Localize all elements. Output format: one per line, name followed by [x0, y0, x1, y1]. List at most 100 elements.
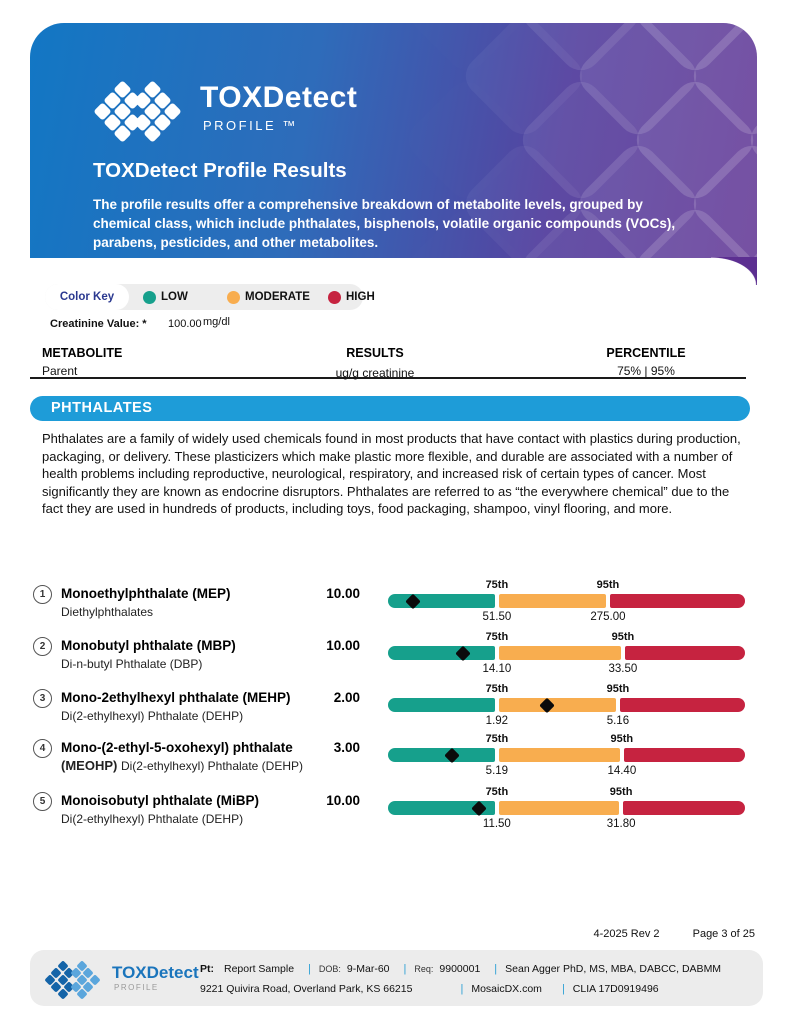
p75-value: 11.50: [482, 818, 511, 830]
metabolite-name: Mono-2ethylhexyl phthalate (MEHP): [61, 690, 291, 705]
high-segment: [623, 801, 745, 815]
p95-label: 95th: [596, 579, 620, 591]
separator: |: [403, 963, 407, 975]
p95-value: 5.16: [606, 715, 630, 727]
result-value: 2.00: [333, 690, 360, 705]
row-number-badge: 4: [33, 739, 52, 758]
lab-address: 9221 Quivira Road, Overland Park, KS 662…: [200, 983, 413, 995]
bar-track: [388, 646, 745, 660]
footer-brand-text: TOXDetect: [112, 963, 199, 982]
p75-value: 14.10: [482, 663, 512, 675]
toxdetect-logo: TOXDetect PROFILE ™: [93, 80, 426, 151]
p75-label: 75th: [485, 733, 509, 745]
page-info: 4-2025 Rev 2 Page 3 of 25: [0, 928, 756, 940]
key-label-high: HIGH: [346, 291, 375, 303]
row-number-badge: 1: [33, 585, 52, 604]
metabolite-parent: (MEOHP) Di(2-ethylhexyl) Phthalate (DEHP…: [61, 758, 381, 773]
p95-label: 95th: [609, 786, 633, 798]
p95-value: 31.80: [606, 818, 636, 830]
logo-diamonds-icon: [93, 80, 192, 145]
col-sub-parent: Parent: [42, 364, 78, 378]
dob-label: DOB:: [318, 964, 341, 974]
bar-track: [388, 801, 745, 815]
high-segment: [623, 748, 745, 762]
creatinine-value: 100.00: [168, 318, 202, 330]
percentile-bar: 75th 95th 1.92 5.16: [388, 682, 745, 732]
result-value: 10.00: [326, 638, 360, 653]
moderate-segment: [498, 801, 620, 815]
metabolite-row: 3 Mono-2ethylhexyl phthalate (MEHP) Di(2…: [30, 682, 760, 732]
bar-track: [388, 748, 745, 762]
lab-website: MosaicDX.com: [471, 983, 542, 995]
bar-track: [388, 698, 745, 712]
footer-logo: TOXDetect PROFILE: [44, 960, 216, 1000]
row-number-badge: 3: [33, 689, 52, 708]
low-segment: [388, 748, 495, 762]
moderate-segment: [498, 748, 620, 762]
metabolite-parent: Di(2-ethylhexyl) Phthalate (DEHP): [61, 708, 381, 723]
parent-compound: Diethylphthalates: [61, 605, 154, 619]
key-item-low: LOW: [143, 284, 188, 310]
low-segment: [388, 698, 495, 712]
p95-value: 275.00: [590, 611, 626, 623]
key-item-high: HIGH: [328, 284, 375, 310]
p95-value: 14.40: [607, 765, 637, 777]
metabolite-name: Monoisobutyl phthalate (MiBP): [61, 793, 259, 808]
logo-brand-text: TOXDetect: [200, 81, 358, 114]
metabolite-row: 5 Monoisobutyl phthalate (MiBP) Di(2-eth…: [30, 785, 760, 835]
key-label-low: LOW: [161, 291, 188, 303]
section-header-phthalates: PHTHALATES: [30, 396, 750, 421]
high-segment: [609, 594, 745, 608]
parent-compound: Di(2-ethylhexyl) Phthalate (DEHP): [61, 709, 244, 723]
footer-brand-sub: PROFILE: [114, 983, 159, 992]
col-header-metabolite: METABOLITE: [42, 346, 123, 360]
req-value: 9900001: [439, 963, 481, 975]
parent-compound: Di(2-ethylhexyl) Phthalate (DEHP): [61, 812, 244, 826]
page-number: Page 3 of 25: [692, 928, 755, 940]
p75-label: 75th: [485, 579, 509, 591]
section-title: PHTHALATES: [51, 400, 153, 416]
p95-value: 33.50: [608, 663, 638, 675]
p95-label: 95th: [610, 733, 634, 745]
result-value: 10.00: [326, 793, 360, 808]
creatinine-row: Creatinine Value: * 100.00 mg/dl: [50, 316, 230, 330]
percentile-bar: 75th 95th 11.50 31.80: [388, 785, 745, 835]
footer-lab-line: 9221 Quivira Road, Overland Park, KS 662…: [200, 983, 665, 995]
dob-value: 9-Mar-60: [346, 963, 390, 975]
moderate-segment: [498, 646, 621, 660]
p95-label: 95th: [611, 631, 635, 643]
low-segment: [388, 594, 495, 608]
metabolite-row: 1 Monoethylphthalate (MEP) Diethylphthal…: [30, 578, 760, 628]
metabolite-name: Monoethylphthalate (MEP): [61, 586, 231, 601]
clia-number: CLIA 17D0919496: [572, 983, 659, 995]
section-description: Phthalates are a family of widely used c…: [42, 431, 741, 516]
separator: |: [460, 983, 464, 995]
bar-track: [388, 594, 745, 608]
creatinine-label: Creatinine Value: *: [50, 318, 147, 330]
provider-name: Sean Agger PhD, MS, MBA, DABCC, DABMM: [505, 963, 722, 975]
percentile-bar: 75th 95th 5.19 14.40: [388, 732, 745, 782]
color-key: Color Key LOW MODERATE HIGH: [45, 284, 375, 310]
high-dot-icon: [328, 290, 341, 304]
footer-logo-diamonds-icon: [44, 960, 106, 1000]
page-description: The profile results offer a comprehensiv…: [93, 197, 676, 250]
p75-label: 75th: [485, 631, 509, 643]
p75-value: 1.92: [485, 715, 509, 727]
percentile-bar: 75th 95th 14.10 33.50: [388, 630, 745, 680]
separator: |: [494, 963, 498, 975]
p75-label: 75th: [485, 786, 509, 798]
revision-text: 4-2025 Rev 2: [593, 928, 660, 940]
high-segment: [624, 646, 745, 660]
low-dot-icon: [143, 290, 156, 304]
col-header-results: RESULTS: [346, 346, 404, 360]
key-item-moderate: MODERATE: [227, 284, 310, 310]
req-label: Req:: [414, 964, 434, 974]
moderate-dot-icon: [227, 290, 240, 304]
color-key-label: Color Key: [45, 284, 129, 310]
footer-patient-line: Pt: Report Sample | DOB: 9-Mar-60 | Req: 990000…: [200, 963, 727, 975]
moderate-segment: [498, 594, 606, 608]
metabolite-row: 2 Monobutyl phthalate (MBP) Di-n-butyl P…: [30, 630, 760, 680]
high-segment: [619, 698, 745, 712]
pt-value: Report Sample: [224, 963, 295, 975]
